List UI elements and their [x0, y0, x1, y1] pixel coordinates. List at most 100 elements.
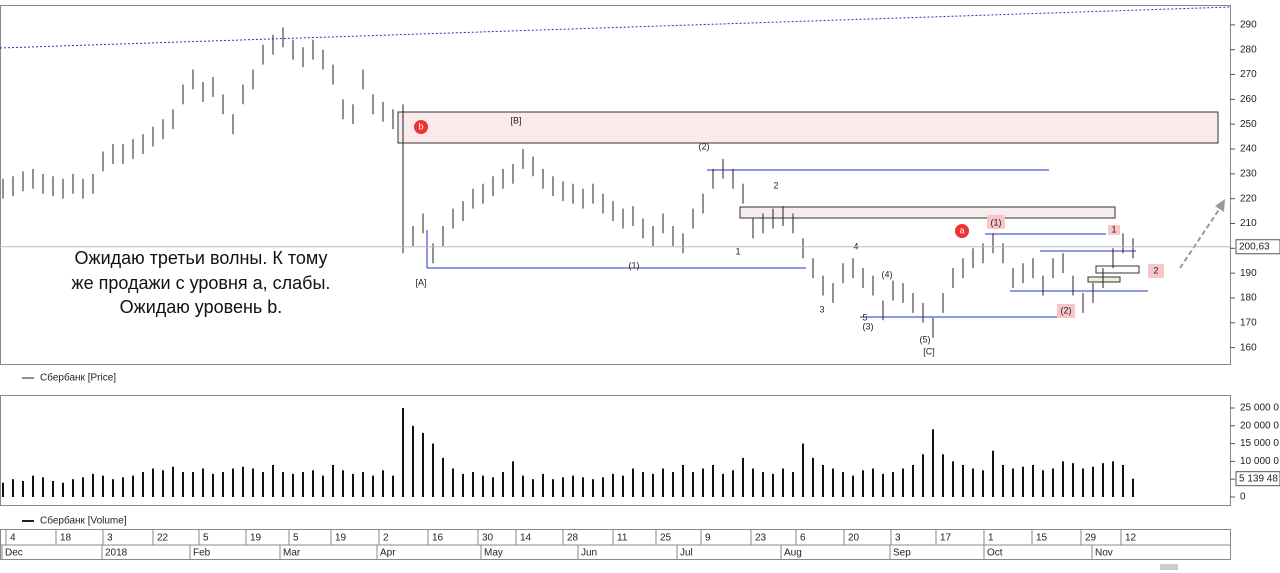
volume-bar	[542, 473, 544, 497]
trend-line	[0, 6, 1231, 49]
volume-bar	[682, 464, 684, 497]
arrow	[1179, 204, 1223, 269]
volume-bar	[692, 472, 694, 497]
volume-bar	[232, 468, 234, 497]
volume-bar	[1062, 461, 1064, 497]
volume-bar	[362, 472, 364, 497]
volume-bar	[912, 464, 914, 497]
volume-bar	[342, 470, 344, 497]
small-boxes	[1087, 265, 1140, 283]
volume-bar	[162, 470, 164, 497]
volume-bar	[332, 464, 334, 497]
day-label: 23	[755, 533, 767, 544]
annotation: b	[418, 121, 423, 131]
volume-bar	[62, 482, 64, 497]
day-label: 2	[383, 533, 389, 544]
month-label: Sep	[893, 548, 911, 559]
volume-bar	[142, 472, 144, 497]
y-tick-label: 270	[1240, 69, 1257, 80]
volume-bar	[792, 472, 794, 497]
day-label: 1	[988, 533, 994, 544]
month-label: Feb	[193, 548, 211, 559]
volume-bar	[822, 464, 824, 497]
marker	[955, 224, 969, 238]
y-tick-label: 20 000 0	[1240, 420, 1279, 431]
volume-bar	[812, 457, 814, 497]
volume-bar	[852, 475, 854, 497]
y-tick-label: 220	[1240, 193, 1257, 204]
volume-bar	[12, 479, 14, 497]
day-label: 20	[848, 533, 860, 544]
y-tick-label: 190	[1240, 268, 1257, 279]
month-label: Aug	[784, 548, 802, 559]
volume-bar	[462, 473, 464, 497]
annotation: a	[959, 225, 964, 235]
y-tick-label: 160	[1240, 342, 1257, 353]
y-tick-label: 25 000 0	[1240, 403, 1279, 414]
volume-bar	[592, 479, 594, 497]
month-label: May	[484, 548, 503, 559]
volume-bar	[172, 466, 174, 497]
volume-bar	[1002, 464, 1004, 497]
annotation: (5)	[920, 334, 931, 344]
volume-bar	[222, 472, 224, 497]
day-label: 4	[10, 533, 16, 544]
volume-bar	[942, 454, 944, 497]
marker	[414, 120, 428, 134]
volume-bar	[492, 477, 494, 497]
month-label: 2018	[105, 548, 128, 559]
month-label: Dec	[5, 548, 23, 559]
day-label: 25	[660, 533, 672, 544]
volume-bar	[742, 457, 744, 497]
volume-bar	[282, 472, 284, 497]
annotation: (2)	[699, 141, 710, 151]
y-tick-label: 10 000 0	[1240, 456, 1279, 467]
volume-bar	[102, 475, 104, 497]
volume-bar	[672, 472, 674, 497]
day-label: 16	[432, 533, 444, 544]
day-label: 3	[107, 533, 113, 544]
comment-line: Ожидаю уровень b.	[120, 297, 283, 317]
volume-bar	[752, 468, 754, 497]
scrollbar[interactable]	[1160, 564, 1178, 570]
volume-bar	[22, 480, 24, 497]
volume-bar	[932, 429, 934, 497]
volume-bar	[952, 461, 954, 497]
volume-bar	[732, 470, 734, 497]
annotation: [A]	[415, 277, 426, 287]
day-label: 29	[1085, 533, 1097, 544]
volume-bar	[862, 470, 864, 497]
volume-bar	[302, 472, 304, 497]
volume-bar	[72, 479, 74, 497]
legend-entry: Сбербанк [Volume]	[40, 515, 127, 527]
volume-bar	[382, 470, 384, 497]
volume-bar	[652, 473, 654, 497]
volume-bar	[1122, 464, 1124, 497]
volume-bar	[552, 479, 554, 497]
day-label: 6	[800, 533, 806, 544]
volume-bar	[1042, 470, 1044, 497]
volume-bar	[522, 475, 524, 497]
annotation: 1	[735, 246, 740, 256]
annotation: 2	[1153, 265, 1158, 275]
marker	[1057, 304, 1075, 318]
volume-bar	[482, 475, 484, 497]
marker	[987, 215, 1005, 229]
volume-bar	[1112, 461, 1114, 497]
volume-bar	[512, 461, 514, 497]
annotation: (3)	[863, 321, 874, 331]
day-label: 22	[157, 533, 169, 544]
annotation: 1	[1111, 224, 1116, 234]
last-value-label: 5 139 48	[1239, 473, 1278, 484]
volume-bar	[52, 480, 54, 497]
month-label: Nov	[1095, 548, 1113, 559]
legend-entry: Сбербанк [Price]	[40, 372, 116, 384]
volume-bar	[1022, 466, 1024, 497]
day-label: 11	[617, 533, 628, 544]
volume-bar	[632, 468, 634, 497]
volume-bar	[832, 468, 834, 497]
volume-bar	[992, 450, 994, 497]
volume-bar	[622, 475, 624, 497]
annotation: [B]	[510, 115, 521, 125]
